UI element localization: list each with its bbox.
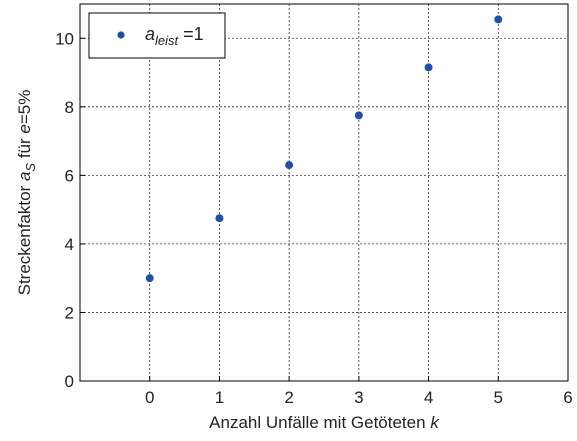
x-tick-label: 3	[354, 388, 363, 407]
data-point	[424, 63, 433, 72]
grid	[80, 4, 568, 381]
y-axis-title: Streckenfaktor aS für e=5%	[15, 90, 38, 296]
legend-box	[88, 12, 226, 59]
y-tick-label: 10	[55, 29, 74, 48]
x-axis-title-text: Anzahl Unfälle mit Getöteten	[209, 413, 425, 432]
y-tick-label: 8	[65, 98, 74, 117]
y-axis-title-mid: für	[15, 138, 34, 158]
legend: aleist =1	[88, 12, 226, 59]
legend-label: aleist =1	[145, 24, 204, 48]
x-tick-label: 5	[494, 388, 503, 407]
data-point	[354, 111, 363, 120]
x-tick-label: 4	[424, 388, 433, 407]
x-axis-title-var: k	[430, 413, 440, 432]
data-point	[145, 274, 154, 283]
y-tick-label: 2	[65, 303, 74, 322]
y-axis-title-cond-val: =5%	[15, 90, 34, 125]
legend-sub: leist	[155, 33, 180, 48]
y-tick-label: 6	[65, 166, 74, 185]
x-tick-label: 1	[215, 388, 224, 407]
data-point	[285, 161, 294, 170]
legend-suffix: =1	[178, 24, 204, 44]
data-points	[145, 15, 503, 283]
x-tick-label: 0	[145, 388, 154, 407]
y-axis-title-sub: S	[23, 163, 38, 172]
legend-var: a	[145, 24, 155, 44]
data-point	[494, 15, 503, 24]
y-tick-label: 0	[65, 372, 74, 391]
y-axis-title-var: a	[15, 172, 34, 181]
x-tick-label: 2	[284, 388, 293, 407]
data-point	[215, 214, 224, 223]
x-tick-label: 6	[563, 388, 572, 407]
ticks: 0 1 2 3 4 5 6 0 2 4 6 8 10	[55, 29, 573, 407]
plot-frame	[79, 3, 569, 382]
x-axis-title: Anzahl Unfälle mit Getöteten k	[209, 413, 440, 432]
legend-marker	[117, 31, 125, 39]
y-axis-title-text: Streckenfaktor	[15, 185, 34, 295]
y-tick-label: 4	[65, 235, 74, 254]
y-axis-title-cond-var: e	[15, 124, 34, 133]
